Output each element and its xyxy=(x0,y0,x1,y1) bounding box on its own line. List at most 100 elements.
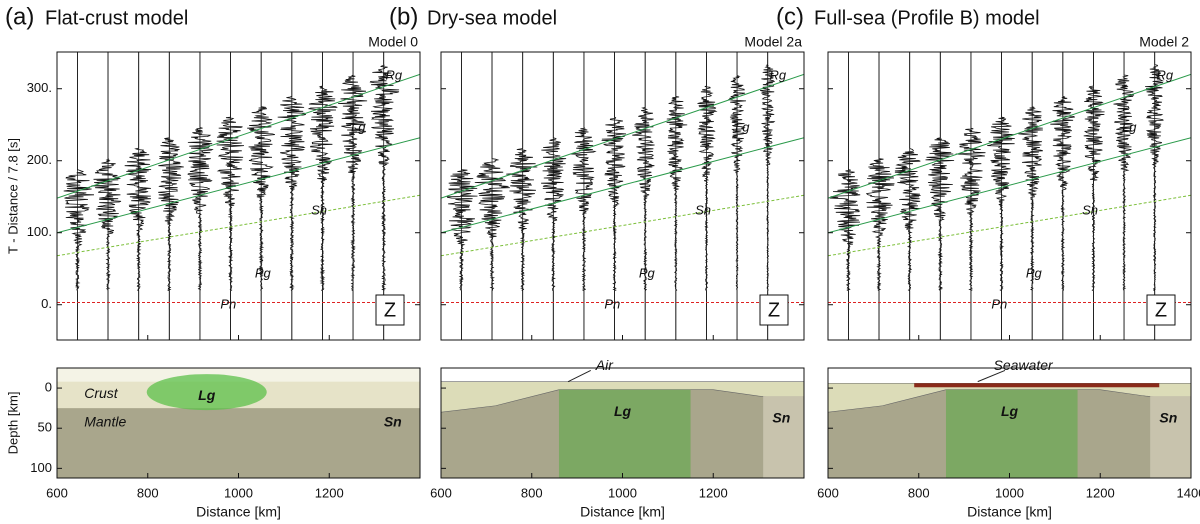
phase-label: Lg xyxy=(1122,119,1137,134)
x-label: Distance [km] xyxy=(580,504,665,520)
seawater xyxy=(914,383,1160,388)
phase-label: Rg xyxy=(770,67,787,82)
seismogram xyxy=(760,52,776,340)
seismograms xyxy=(828,52,1191,340)
phase-label: Pn xyxy=(604,296,620,311)
phase-label: Pg xyxy=(255,265,272,280)
rg-line xyxy=(828,73,1191,199)
seismogram xyxy=(506,52,538,340)
section-label: Lg xyxy=(614,403,632,419)
seismogram xyxy=(955,52,986,340)
x-tick-label: 800 xyxy=(137,485,159,500)
model-section xyxy=(57,368,420,478)
x-tick-label: 1000 xyxy=(224,485,253,500)
model-section xyxy=(441,368,804,478)
section-label: Sn xyxy=(772,409,790,425)
section-label: Lg xyxy=(198,387,216,403)
pointer xyxy=(567,369,591,383)
rg-line xyxy=(57,73,420,199)
component-label: Z xyxy=(768,299,780,321)
lg-energy xyxy=(558,389,691,478)
model-name: Model 0 xyxy=(368,34,418,50)
panel-title: Full-sea (Profile B) model xyxy=(814,7,1040,29)
seismogram xyxy=(124,52,152,340)
seismogram xyxy=(728,52,747,340)
x-tick-label: 600 xyxy=(430,485,452,500)
x-tick-label: 800 xyxy=(908,485,930,500)
x-tick-label: 600 xyxy=(46,485,68,500)
x-tick-label: 1000 xyxy=(995,485,1024,500)
panel-title: Dry-sea model xyxy=(427,7,557,29)
depth-tick-label: 0 xyxy=(45,380,52,395)
sn-line xyxy=(828,194,1191,257)
seismogram xyxy=(91,52,122,340)
component-box xyxy=(1146,294,1176,326)
seismogram xyxy=(1083,52,1105,340)
phase-label: Rg xyxy=(386,67,403,82)
phase-label: Pn xyxy=(991,296,1007,311)
seismogram xyxy=(158,52,184,340)
top-frame xyxy=(56,51,421,341)
x-tick-label: 1200 xyxy=(315,485,344,500)
component-label: Z xyxy=(384,299,396,321)
section-label: Sn xyxy=(384,413,402,429)
section-label: Crust xyxy=(84,385,119,401)
y-tick-label: 300. xyxy=(27,80,52,95)
phase-label: Sn xyxy=(311,202,327,217)
phase-label: Lg xyxy=(351,119,366,134)
x-tick-label: 800 xyxy=(521,485,543,500)
section-label: Sn xyxy=(1159,409,1177,425)
seismogram xyxy=(697,52,718,340)
x-label: Distance [km] xyxy=(967,504,1052,520)
phase-label: Sn xyxy=(695,202,711,217)
depth-tick-label: 100 xyxy=(30,460,52,475)
sediment xyxy=(57,368,420,382)
component-box xyxy=(759,294,789,326)
air xyxy=(441,368,804,382)
model-section xyxy=(828,368,1191,478)
panel-label: (a) xyxy=(5,3,34,30)
seismogram xyxy=(446,52,478,340)
far-mantle xyxy=(763,396,804,478)
y-tick-label: 200. xyxy=(27,152,52,167)
seismogram xyxy=(247,52,276,340)
phase-label: Pg xyxy=(1026,265,1043,280)
depth-tick-label: 50 xyxy=(38,420,52,435)
seismogram xyxy=(1145,52,1165,340)
seismogram xyxy=(307,52,338,340)
section-label: Seawater xyxy=(994,357,1054,373)
lg-line xyxy=(441,137,804,234)
panel-label: (b) xyxy=(389,3,418,30)
seismograms xyxy=(441,52,804,340)
air xyxy=(828,368,1191,384)
phase-label: Pn xyxy=(220,296,236,311)
bottom-y-label: Depth [km] xyxy=(5,392,20,455)
top-y-label: T - Distance / 7.8 [s] xyxy=(5,138,20,254)
sn-line xyxy=(441,194,804,257)
seismograms xyxy=(57,52,420,340)
seismogram xyxy=(338,52,368,340)
top-frame xyxy=(827,51,1192,341)
panel-title: Flat-crust model xyxy=(45,7,188,29)
seismogram xyxy=(1113,52,1135,340)
lg-line xyxy=(57,137,420,234)
seismogram xyxy=(187,52,214,340)
seismogram xyxy=(277,52,306,340)
seismogram xyxy=(474,52,510,340)
seismogram xyxy=(632,52,655,340)
x-tick-label: 1000 xyxy=(608,485,637,500)
phase-label: Sn xyxy=(1082,202,1098,217)
y-tick-label: 100. xyxy=(27,224,52,239)
sn-line xyxy=(57,194,420,257)
seismogram xyxy=(63,52,95,340)
seismogram xyxy=(216,52,245,340)
seismogram xyxy=(666,52,688,340)
component-box xyxy=(375,294,405,326)
rg-line xyxy=(441,73,804,199)
seismogram xyxy=(601,52,627,340)
y-tick-label: 0. xyxy=(41,296,52,311)
section-label: Mantle xyxy=(84,413,126,429)
model-name: Model 2a xyxy=(744,34,802,50)
seismogram xyxy=(925,52,955,340)
seismogram xyxy=(1050,52,1076,340)
